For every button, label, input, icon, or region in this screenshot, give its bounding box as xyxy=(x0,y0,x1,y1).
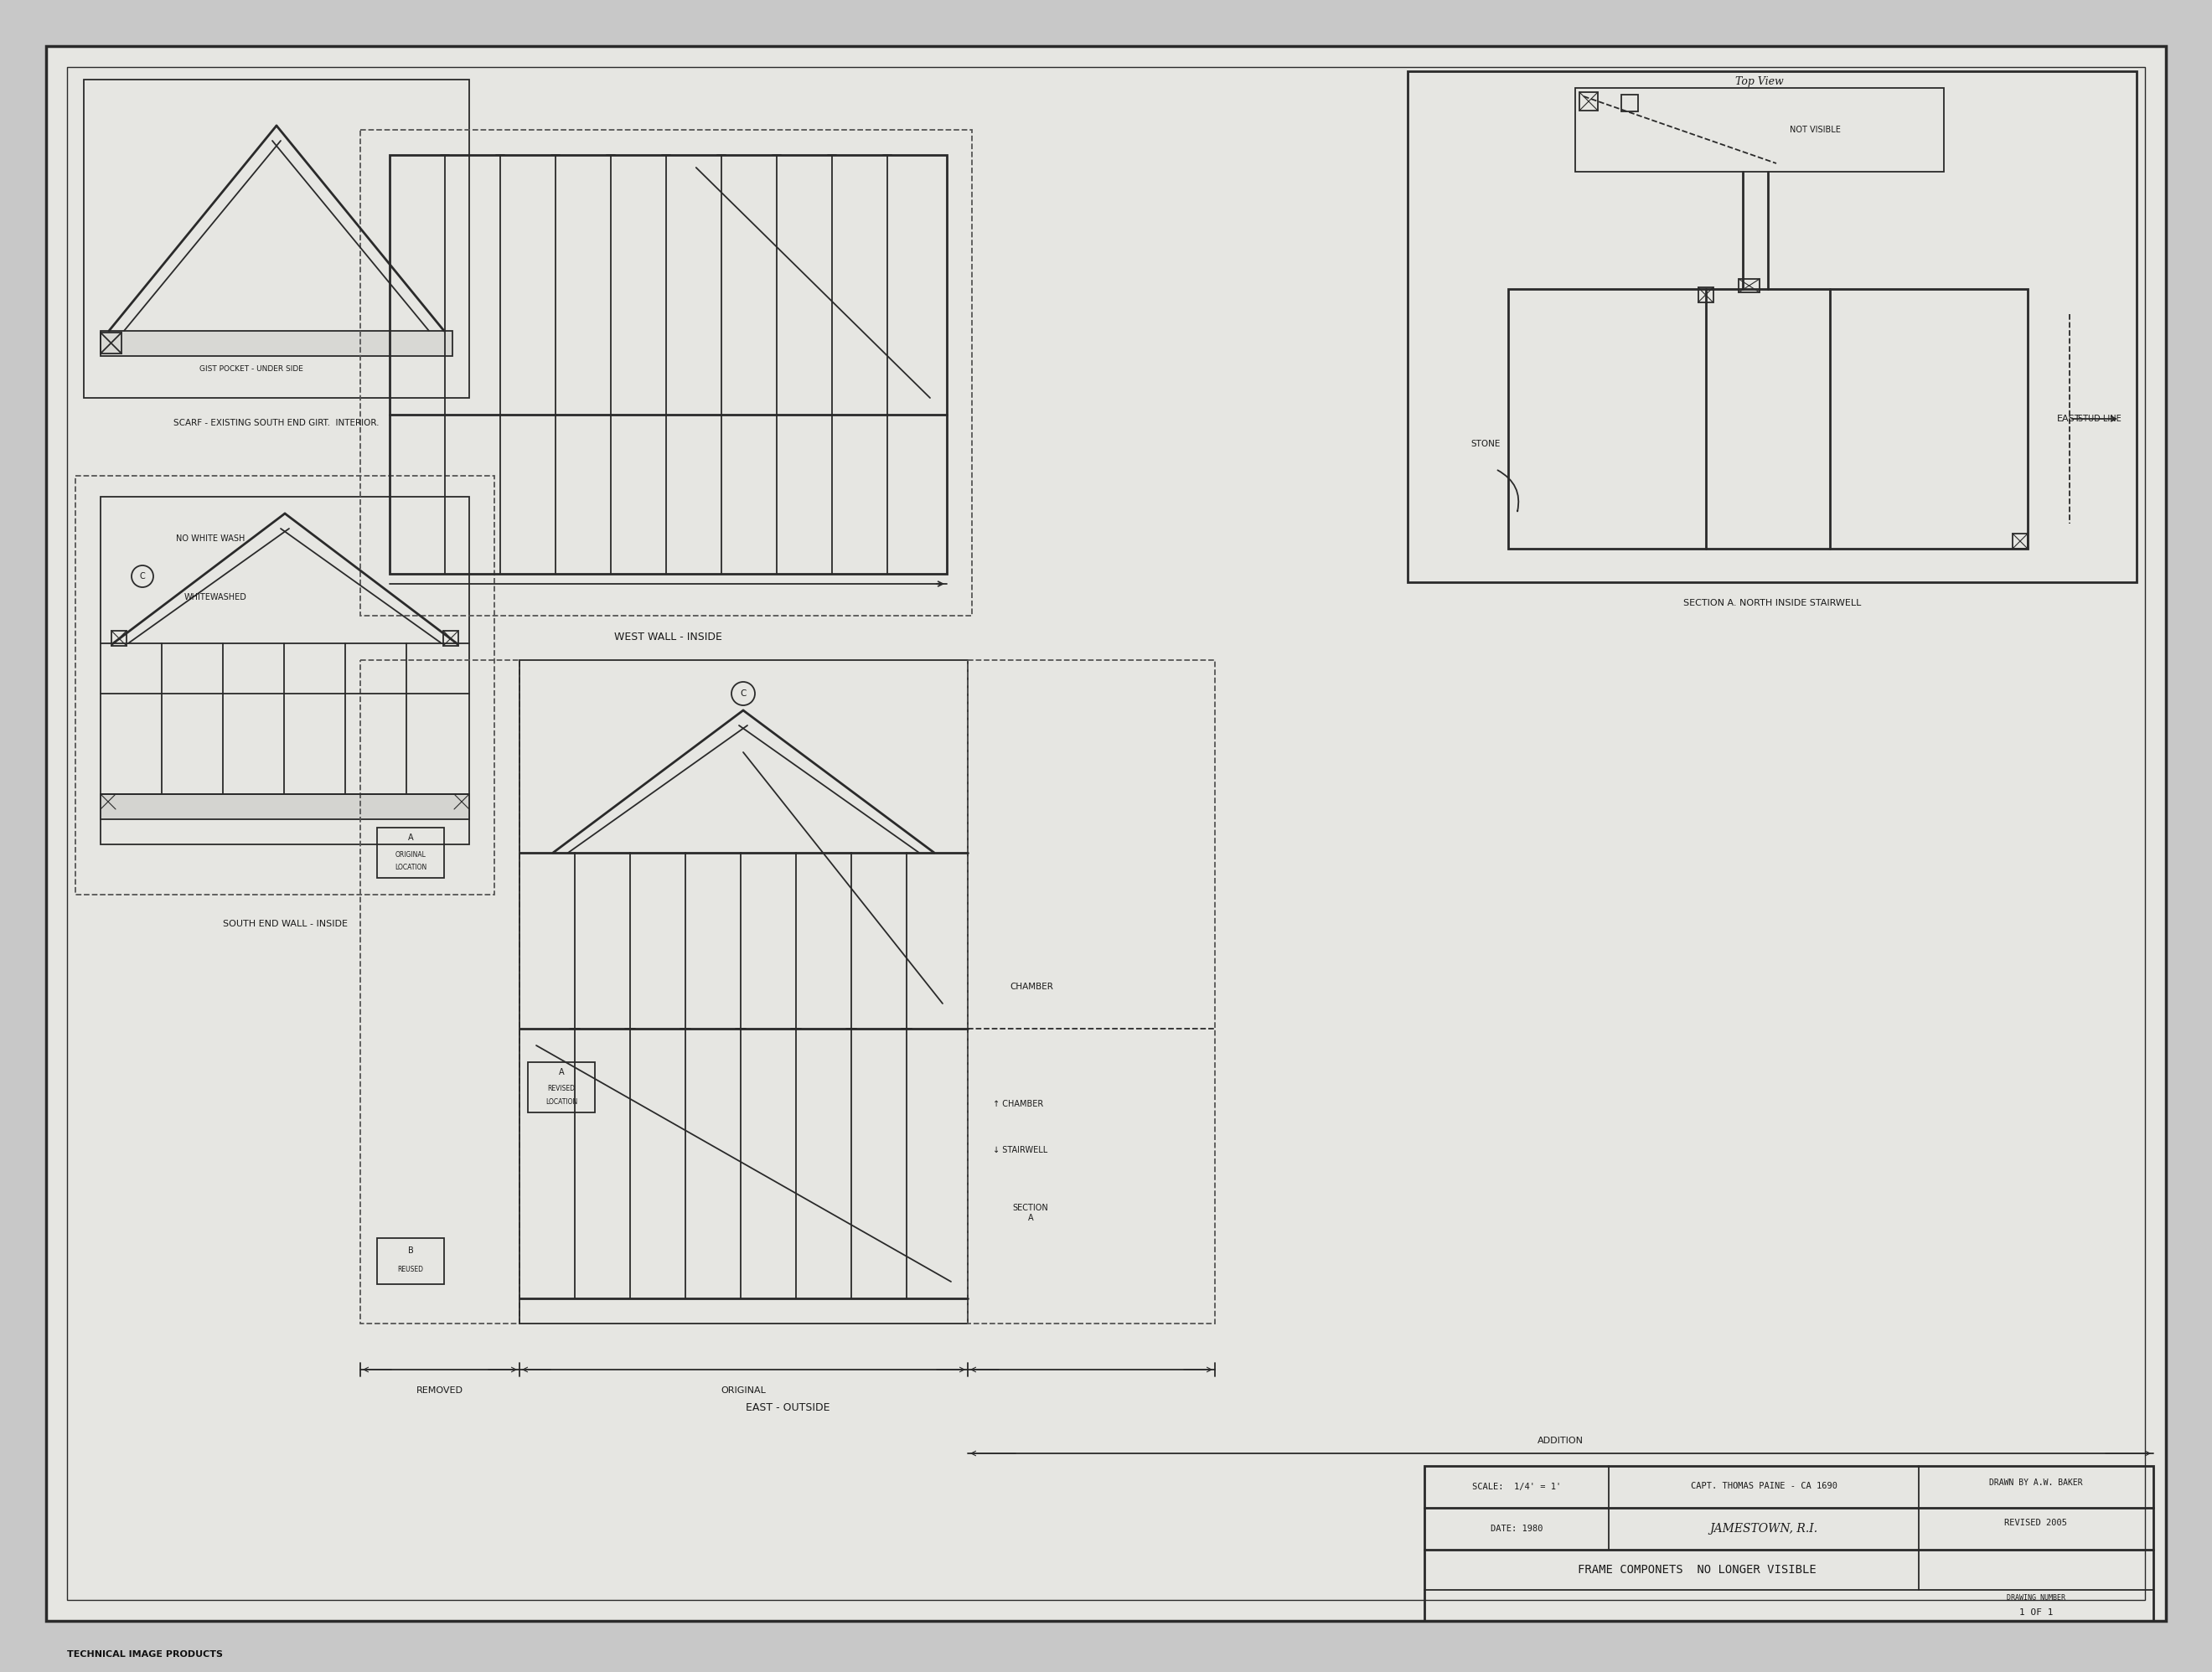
Text: A: A xyxy=(560,1068,564,1077)
Text: SECTION
A: SECTION A xyxy=(1013,1204,1048,1222)
Text: TECHNICAL IMAGE PRODUCTS: TECHNICAL IMAGE PRODUCTS xyxy=(66,1650,223,1659)
Bar xyxy=(100,794,115,809)
Bar xyxy=(529,1062,595,1112)
Bar xyxy=(1407,72,2137,582)
Text: LOCATION: LOCATION xyxy=(394,864,427,871)
Text: ↑ CHAMBER: ↑ CHAMBER xyxy=(993,1100,1044,1109)
Text: C: C xyxy=(139,572,146,580)
Text: NO WHITE WASH: NO WHITE WASH xyxy=(177,535,246,543)
Bar xyxy=(453,794,469,809)
Text: SCARF - EXISTING SOUTH END GIRT.  INTERIOR.: SCARF - EXISTING SOUTH END GIRT. INTERIO… xyxy=(175,420,378,428)
Text: EAST: EAST xyxy=(2057,415,2081,423)
Bar xyxy=(100,794,469,819)
Bar xyxy=(389,155,947,573)
Bar xyxy=(84,80,469,398)
Text: REVISED 2005: REVISED 2005 xyxy=(2004,1518,2068,1527)
Text: ORIGINAL: ORIGINAL xyxy=(721,1386,765,1394)
Bar xyxy=(1621,95,1639,112)
Text: FRAME COMPONETS  NO LONGER VISIBLE: FRAME COMPONETS NO LONGER VISIBLE xyxy=(1577,1563,1816,1575)
Bar xyxy=(100,331,453,356)
Bar xyxy=(1425,1466,2152,1620)
Text: DRAWN BY A.W. BAKER: DRAWN BY A.W. BAKER xyxy=(1989,1478,2084,1486)
Text: NOT VISIBLE: NOT VISIBLE xyxy=(1790,125,1840,134)
Text: SOUTH END WALL - INSIDE: SOUTH END WALL - INSIDE xyxy=(223,920,347,928)
Bar xyxy=(1575,89,1944,172)
Text: CAPT. THOMAS PAINE - CA 1690: CAPT. THOMAS PAINE - CA 1690 xyxy=(1690,1481,1836,1490)
Text: ↓ STAIRWELL: ↓ STAIRWELL xyxy=(993,1145,1048,1154)
Text: EAST - OUTSIDE: EAST - OUTSIDE xyxy=(745,1401,830,1413)
Bar xyxy=(75,477,493,895)
Text: 1 OF 1: 1 OF 1 xyxy=(2020,1608,2053,1617)
Text: ORIGINAL: ORIGINAL xyxy=(396,851,427,858)
Bar xyxy=(376,828,445,878)
Text: SCALE:  1/4' = 1': SCALE: 1/4' = 1' xyxy=(1471,1483,1562,1491)
Text: LOCATION: LOCATION xyxy=(546,1099,577,1107)
Text: STONE: STONE xyxy=(1471,440,1500,448)
Bar xyxy=(969,660,1214,1324)
Text: REUSED: REUSED xyxy=(398,1266,422,1274)
Bar xyxy=(376,1237,445,1284)
Bar xyxy=(111,630,126,645)
Text: Top View: Top View xyxy=(1736,75,1783,87)
Text: DATE: 1980: DATE: 1980 xyxy=(1491,1525,1542,1533)
Text: ADDITION: ADDITION xyxy=(1537,1436,1584,1445)
Text: SECTION A. NORTH INSIDE STAIRWELL: SECTION A. NORTH INSIDE STAIRWELL xyxy=(1683,599,1860,607)
Bar xyxy=(1509,289,2028,548)
Bar xyxy=(442,630,458,645)
Text: GIST POCKET - UNDER SIDE: GIST POCKET - UNDER SIDE xyxy=(199,364,303,373)
Bar xyxy=(1579,92,1597,110)
Text: DRAWING NUMBER: DRAWING NUMBER xyxy=(2006,1595,2066,1602)
Text: WEST WALL - INSIDE: WEST WALL - INSIDE xyxy=(613,632,721,642)
Bar xyxy=(100,497,469,844)
Text: STUD LINE: STUD LINE xyxy=(2077,415,2121,423)
Text: REVISED: REVISED xyxy=(549,1085,575,1093)
Bar xyxy=(100,333,122,353)
Bar xyxy=(520,660,969,1324)
Text: B: B xyxy=(407,1246,414,1256)
FancyArrowPatch shape xyxy=(1498,470,1517,512)
Text: A: A xyxy=(407,833,414,843)
Text: WHITEWASHED: WHITEWASHED xyxy=(184,594,248,602)
Text: CHAMBER: CHAMBER xyxy=(1009,983,1053,991)
Bar xyxy=(2013,533,2028,548)
Bar xyxy=(361,660,520,1324)
Text: C: C xyxy=(741,689,745,697)
Text: REMOVED: REMOVED xyxy=(416,1386,462,1394)
Bar xyxy=(1699,288,1712,303)
Text: JAMESTOWN, R.I.: JAMESTOWN, R.I. xyxy=(1710,1523,1818,1535)
Bar xyxy=(361,130,971,615)
Bar xyxy=(1739,279,1759,293)
